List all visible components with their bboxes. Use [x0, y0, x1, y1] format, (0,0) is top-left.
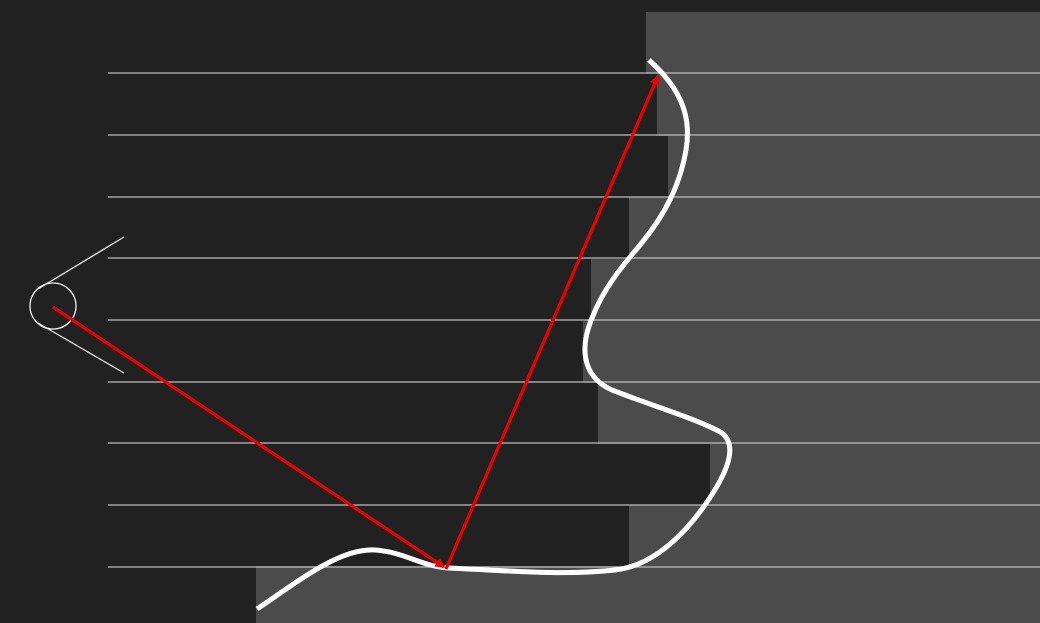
region-step	[583, 320, 1040, 383]
region-step	[668, 135, 1040, 198]
region-step	[256, 566, 1040, 623]
region-step	[646, 12, 1040, 74]
region-step	[657, 73, 1040, 136]
region-step	[591, 259, 1040, 321]
region-step	[710, 443, 1040, 506]
frustum-edge-bottom	[37, 322, 125, 374]
region-step	[629, 505, 1040, 567]
incident-ray-arrow	[52, 305, 446, 569]
region-step	[629, 197, 1040, 260]
reflected-ray-arrow	[444, 74, 660, 570]
frustum-edge-top	[37, 236, 125, 290]
camera-eye-icon	[29, 236, 125, 374]
region-step	[598, 382, 1040, 444]
camera-lens	[29, 282, 77, 330]
stepped-region	[256, 12, 1040, 623]
scan-lines	[108, 72, 1040, 568]
surface-boundary-curve	[255, 58, 733, 612]
